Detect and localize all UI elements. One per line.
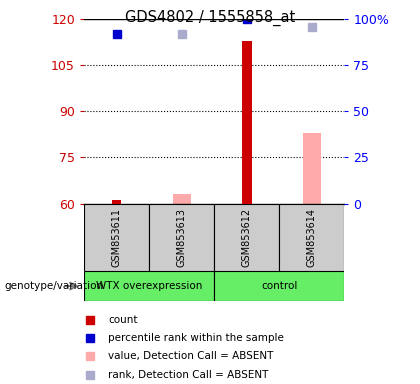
Bar — [242, 41, 252, 204]
Text: value, Detection Call = ABSENT: value, Detection Call = ABSENT — [108, 351, 273, 361]
Bar — [214, 271, 344, 301]
Text: GSM853613: GSM853613 — [177, 208, 186, 266]
Text: rank, Detection Call = ABSENT: rank, Detection Call = ABSENT — [108, 370, 268, 380]
Text: genotype/variation: genotype/variation — [4, 281, 103, 291]
Text: count: count — [108, 315, 138, 325]
Bar — [84, 204, 149, 271]
Bar — [279, 204, 344, 271]
Bar — [84, 271, 214, 301]
Bar — [214, 204, 279, 271]
Text: percentile rank within the sample: percentile rank within the sample — [108, 333, 284, 343]
Bar — [112, 200, 121, 204]
Text: GDS4802 / 1555858_at: GDS4802 / 1555858_at — [125, 10, 295, 26]
Text: WTX overexpression: WTX overexpression — [96, 281, 202, 291]
Bar — [173, 194, 191, 204]
Text: GSM853614: GSM853614 — [307, 208, 317, 266]
Text: GSM853612: GSM853612 — [242, 208, 252, 266]
Bar — [303, 133, 321, 204]
Text: GSM853611: GSM853611 — [112, 208, 121, 266]
Text: control: control — [261, 281, 297, 291]
Bar — [149, 204, 214, 271]
